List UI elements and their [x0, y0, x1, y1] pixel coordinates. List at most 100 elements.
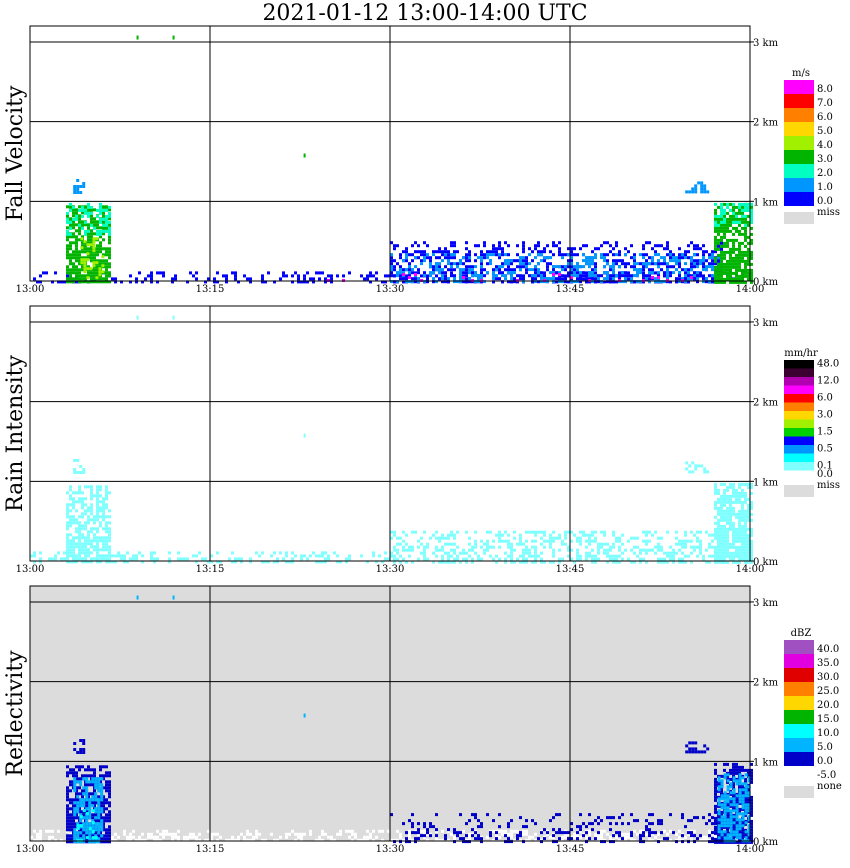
data-cell [744, 836, 748, 840]
data-cell [480, 545, 483, 549]
data-cell [744, 530, 747, 534]
data-cell [729, 482, 732, 486]
data-cell [79, 837, 83, 841]
data-cell [738, 265, 741, 269]
data-cell [99, 220, 102, 224]
data-cell [705, 530, 708, 534]
data-cell [465, 530, 468, 534]
data-cell [156, 557, 159, 561]
data-cell [744, 794, 748, 798]
data-cell [321, 271, 324, 275]
data-cell [700, 184, 704, 188]
y-tick-label: 1 km [753, 477, 779, 488]
data-cell [87, 229, 90, 233]
data-cell [717, 780, 720, 784]
data-cell [360, 274, 363, 278]
data-cell [685, 744, 689, 748]
data-cell [552, 253, 555, 257]
plot-frame [29, 585, 751, 842]
legend-swatch [784, 436, 814, 445]
data-cell [108, 229, 111, 233]
data-cell [582, 533, 585, 537]
data-cell [189, 271, 192, 275]
data-cell [63, 557, 66, 561]
data-cell [702, 244, 705, 248]
data-cell [738, 268, 741, 272]
data-cell [465, 551, 468, 555]
data-cell [291, 274, 294, 278]
data-cell [729, 506, 732, 510]
data-cell [66, 813, 69, 817]
data-cell [105, 548, 108, 552]
data-cell [444, 250, 447, 254]
data-cell [645, 277, 648, 281]
data-cell [537, 838, 540, 842]
data-cell [642, 256, 645, 260]
data-cell [615, 539, 618, 543]
data-cell [685, 750, 689, 754]
data-cell [87, 211, 90, 215]
legend-swatch [784, 710, 814, 724]
data-cell [741, 545, 744, 549]
data-cell [597, 548, 600, 552]
data-cell [393, 244, 396, 248]
data-cell [711, 840, 714, 844]
data-cell [126, 560, 129, 564]
data-cell [174, 277, 177, 281]
data-cell [75, 765, 78, 769]
data-cell [504, 530, 507, 534]
data-cell [588, 256, 591, 260]
data-cell [330, 835, 333, 839]
data-cell [732, 833, 736, 837]
data-cell [717, 819, 720, 823]
data-cell [159, 271, 162, 275]
data-cell [729, 527, 732, 531]
data-cell [69, 801, 72, 805]
data-cell [108, 226, 111, 230]
data-cell [234, 274, 237, 278]
data-cell [372, 829, 375, 833]
data-cell [129, 280, 132, 284]
data-cell [669, 259, 672, 263]
data-cell [83, 267, 87, 271]
data-cell [279, 835, 282, 839]
data-cell [261, 560, 264, 564]
data-cell [498, 241, 501, 245]
data-cell [576, 551, 579, 555]
data-cell [570, 548, 573, 552]
data-cell [708, 533, 711, 537]
data-cell [558, 241, 561, 245]
data-cell [312, 277, 315, 281]
data-cell [744, 491, 747, 495]
data-cell [591, 822, 594, 826]
data-cell [72, 241, 75, 245]
data-cell [411, 831, 414, 835]
data-cell [645, 560, 648, 564]
data-cell [609, 828, 612, 832]
data-cell [216, 280, 219, 284]
data-cell [423, 241, 426, 245]
data-cell [747, 551, 750, 555]
data-cell [510, 280, 513, 284]
data-cell [693, 262, 696, 266]
data-cell [408, 271, 411, 275]
data-cell [90, 509, 93, 513]
data-cell [726, 800, 730, 804]
data-cell [585, 825, 588, 829]
data-cell [720, 223, 723, 227]
data-cell [423, 250, 426, 254]
data-cell [411, 545, 414, 549]
data-cell [648, 828, 651, 832]
data-cell [429, 265, 432, 269]
data-cell [435, 268, 438, 272]
data-cell [75, 813, 78, 817]
data-cell [489, 530, 492, 534]
data-cell [180, 557, 183, 561]
data-cell [717, 545, 720, 549]
data-cell [663, 557, 666, 561]
data-cell [744, 773, 748, 777]
data-cell [717, 506, 720, 510]
data-cell [714, 554, 717, 558]
data-cell [87, 247, 90, 251]
